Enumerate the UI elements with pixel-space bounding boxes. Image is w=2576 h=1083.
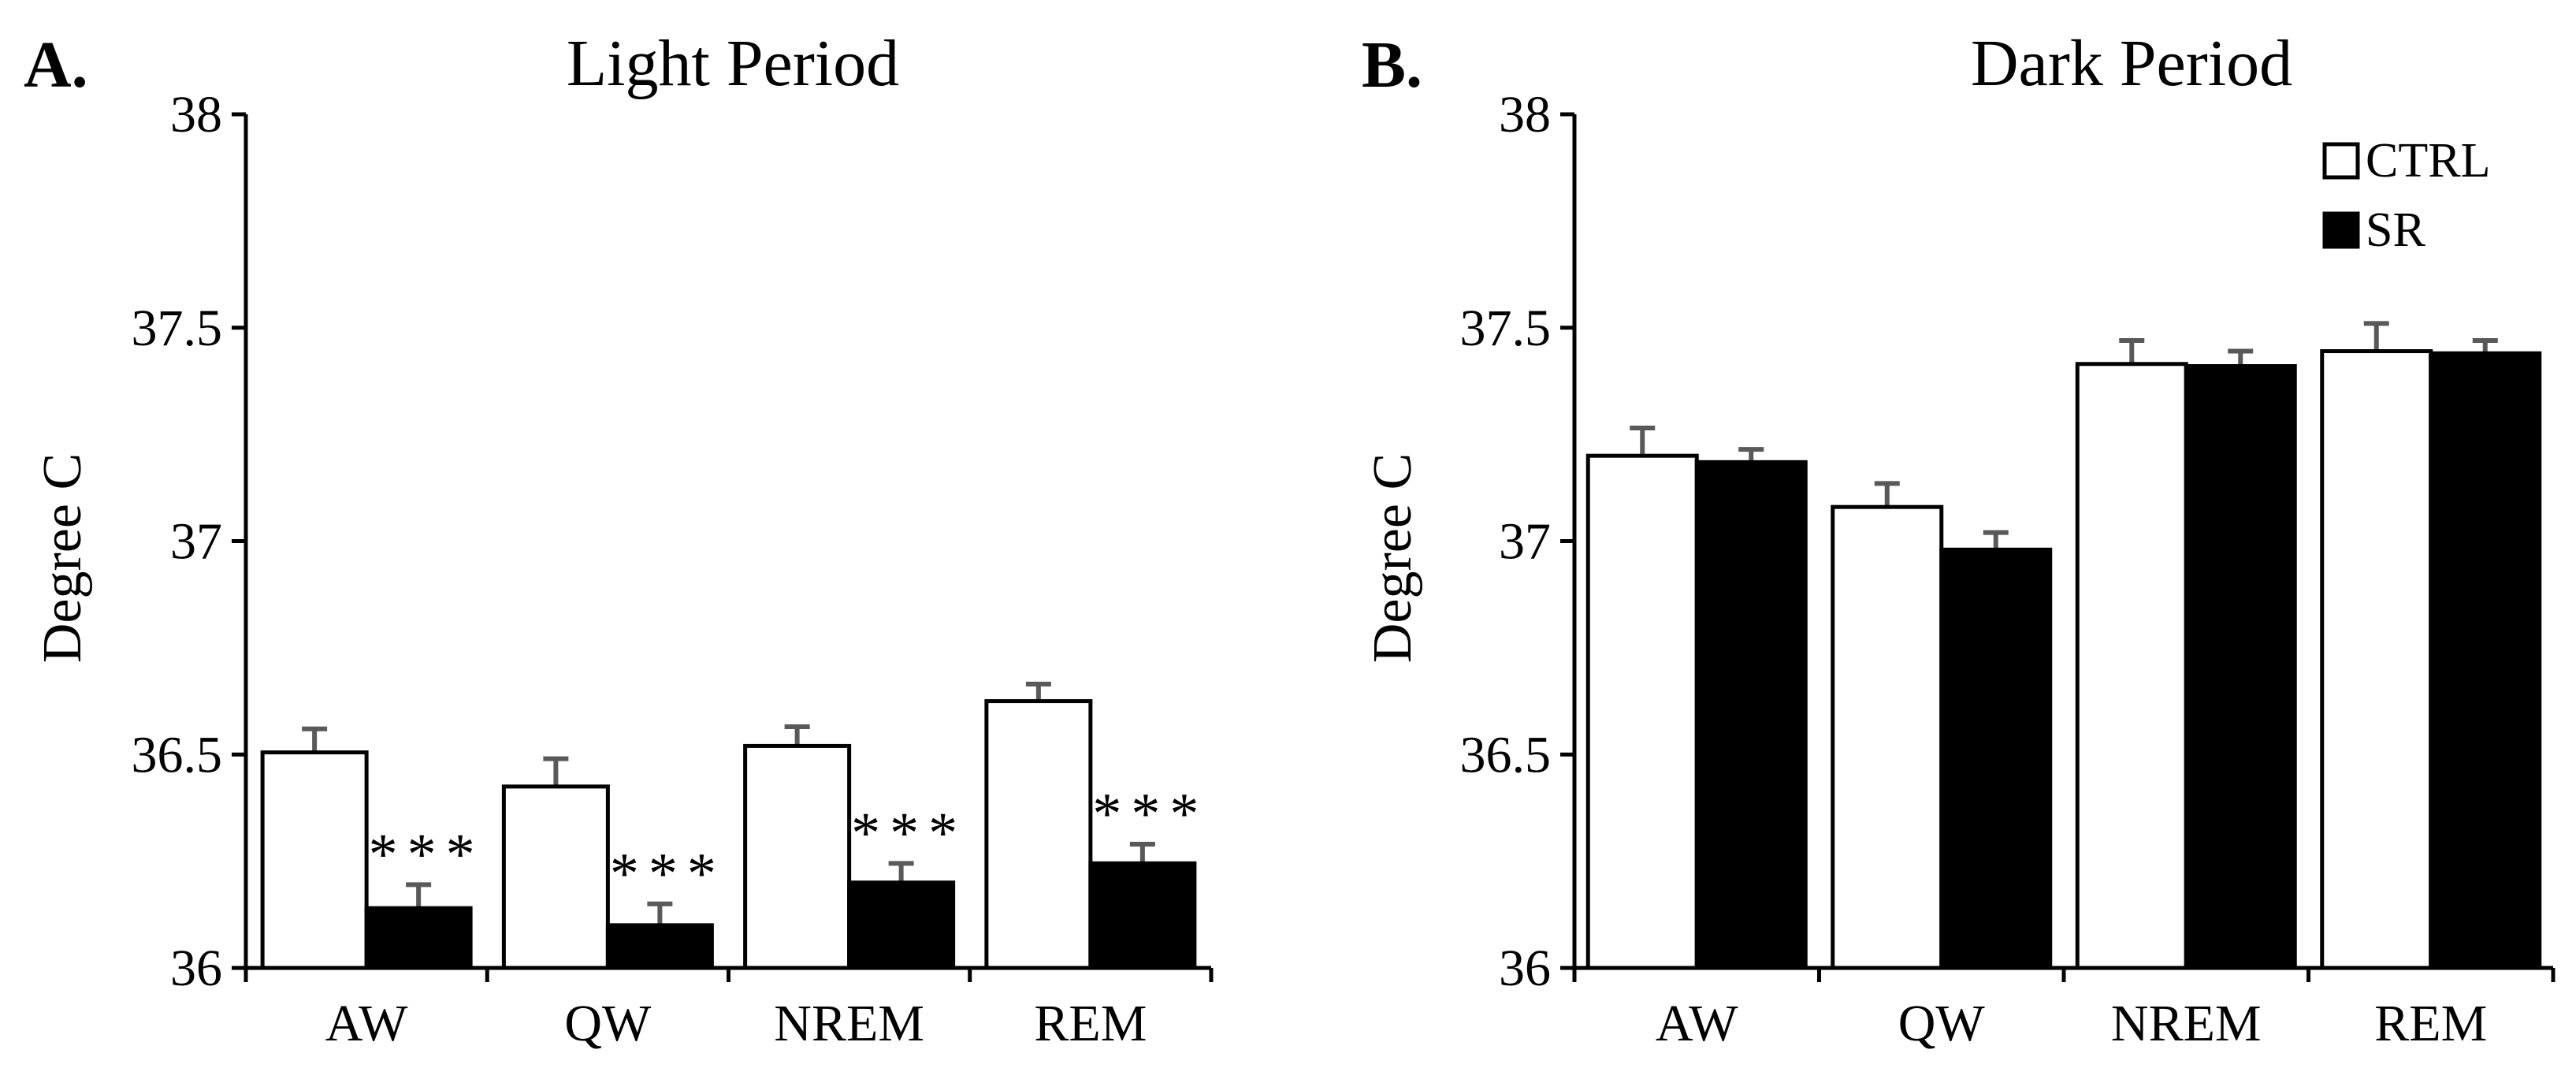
bar-ctrl-rem <box>2320 349 2433 970</box>
legend-swatch-sr <box>2322 211 2360 249</box>
panel-a-title: Light Period <box>567 27 899 100</box>
significance-marker: *** <box>369 822 485 887</box>
panel-a-y-axis-label: Degree C <box>32 453 93 663</box>
y-tick-label-a: 36 <box>170 940 222 997</box>
y-tick-label-b: 36 <box>1499 940 1551 997</box>
bar-sr-aw <box>1694 460 1808 970</box>
bar-sr-aw <box>364 906 473 970</box>
y-tick-label-b: 38 <box>1499 86 1551 143</box>
bar-sr-qw <box>605 923 714 970</box>
panel-b-letter: B. <box>1362 28 1422 102</box>
x-category-label-a: QW <box>564 995 652 1052</box>
x-category-label-b: QW <box>1898 995 1986 1052</box>
y-tick-label-b: 36.5 <box>1460 726 1552 783</box>
y-tick-label-a: 36.5 <box>132 726 223 783</box>
panel-b: B. Dark Period Degree C 36 36.5 37 37.5 38 AW… <box>1362 27 2556 1052</box>
significance-marker: *** <box>851 801 967 865</box>
bar-ctrl-nrem <box>2075 362 2188 970</box>
bar-sr-qw <box>1939 547 2053 970</box>
x-category-label-a: AW <box>325 995 408 1052</box>
x-category-label-a: REM <box>1034 995 1147 1052</box>
x-category-label-b: AW <box>1656 995 1738 1052</box>
y-tick-label-b: 37.5 <box>1460 300 1552 357</box>
panel-b-title: Dark Period <box>1971 27 2292 100</box>
bar-sr-nrem <box>847 880 956 970</box>
bar-ctrl-nrem <box>743 743 852 970</box>
x-category-label-b: REM <box>2374 995 2487 1052</box>
y-tick-label-b: 37 <box>1499 513 1551 571</box>
bar-sr-nrem <box>2184 363 2297 970</box>
plot-area-a: 36 36.5 37 37.5 38 AW *** QW *** NREM *** REM *** <box>132 86 1214 1052</box>
x-category-label-a: NREM <box>774 995 924 1052</box>
bar-ctrl-aw <box>1585 453 1699 970</box>
panel-a: A. Light Period Degree C 36 36.5 37 37.5 38 A… <box>24 27 1214 1052</box>
bar-sr-rem <box>2429 351 2542 970</box>
panel-b-y-axis-label: Degree C <box>1362 453 1423 663</box>
x-category-label-b: NREM <box>2111 995 2262 1052</box>
y-tick-label-a: 38 <box>170 86 222 143</box>
bar-ctrl-qw <box>1831 504 1944 970</box>
bar-ctrl-rem <box>984 699 1093 970</box>
legend: CTRL SR <box>2322 134 2490 257</box>
bar-ctrl-qw <box>501 784 610 970</box>
panel-a-letter: A. <box>24 28 88 102</box>
legend-label-ctrl: CTRL <box>2366 134 2490 188</box>
plot-area-b: 36 36.5 37 37.5 38 AW QW NREM REM <box>1460 86 2556 1052</box>
significance-marker: *** <box>1092 782 1208 847</box>
legend-swatch-ctrl <box>2322 142 2360 180</box>
y-tick-label-a: 37.5 <box>132 300 223 357</box>
legend-label-sr: SR <box>2366 203 2425 257</box>
bar-ctrl-aw <box>260 750 369 970</box>
significance-marker: *** <box>610 842 726 906</box>
y-tick-label-a: 37 <box>170 513 222 571</box>
bar-sr-rem <box>1088 861 1197 970</box>
